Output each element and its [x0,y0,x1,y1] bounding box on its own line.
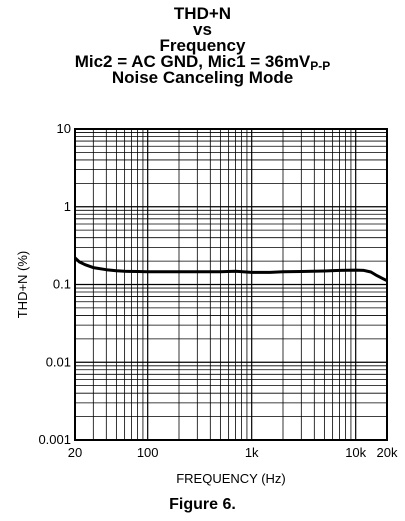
plot-frame [74,128,388,441]
title-mode: Noise Canceling Mode [111,68,294,87]
x-tick-label: 10k [345,445,366,460]
y-tick-label: 0.01 [46,354,71,369]
title-line-3: Frequency [159,36,246,55]
x-tick-label: 1k [245,445,259,460]
y-tick-label: 1 [64,199,71,214]
x-tick-label: 100 [137,445,159,460]
y-tick-label: 10 [57,121,71,136]
y-axis-label: THD+N (%) [15,251,30,319]
y-tick-label: 0.1 [53,277,71,292]
series-line-thdn [73,256,388,283]
x-axis-label: FREQUENCY (Hz) [176,471,286,486]
title-line-2: vs [193,20,212,39]
figure-caption: Figure 6. [169,496,236,513]
x-tick-label: 20k [377,445,398,460]
title-conditions-subscript: P-P [310,59,331,73]
title-line-1: THD+N [173,4,232,23]
x-tick-label: 20 [68,445,82,460]
y-tick-label: 0.001 [38,432,71,447]
grid [75,129,387,440]
chart-title: THD+N vs Frequency Mic2 = AC GND, Mic1 =… [0,4,405,87]
title-conditions: Mic2 = AC GND, Mic1 = 36mVP-P [0,52,405,73]
title-conditions-main: Mic2 = AC GND, Mic1 = 36mV [74,52,311,71]
